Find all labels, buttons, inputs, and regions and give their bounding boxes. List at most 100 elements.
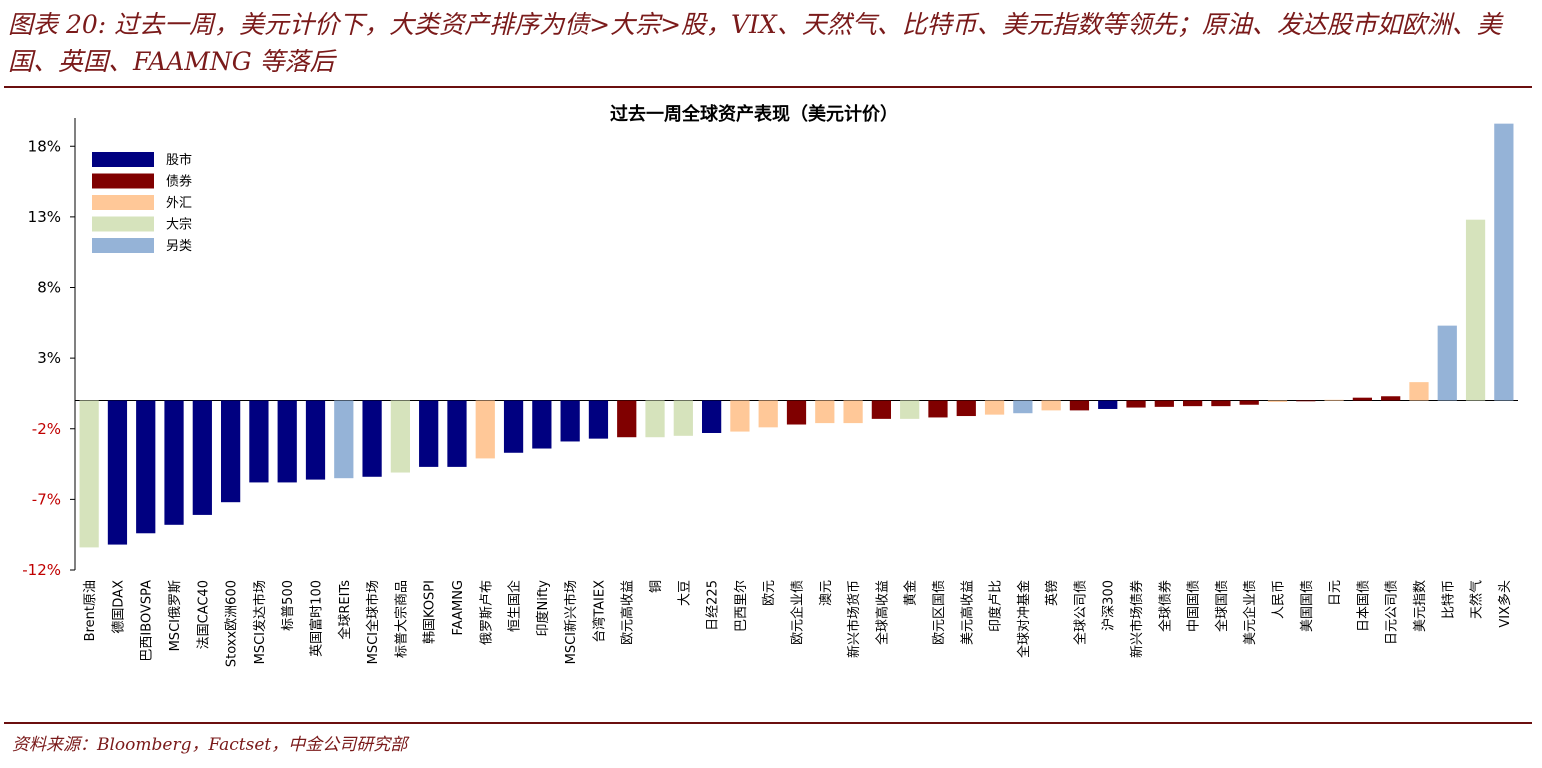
bar <box>758 400 778 428</box>
bar <box>277 400 297 483</box>
bar <box>79 400 99 548</box>
x-tick-label: 全球高收益 <box>874 580 890 645</box>
bar <box>419 400 439 467</box>
bar <box>1437 325 1457 401</box>
y-tick-label: -2% <box>32 420 61 438</box>
top-divider <box>4 86 1532 88</box>
bar <box>786 400 807 425</box>
x-tick-label: 美国国债 <box>1300 580 1315 632</box>
chart-title: 过去一周全球资产表现（美元计价） <box>610 103 898 125</box>
y-tick-label: 3% <box>37 349 61 367</box>
x-tick-label: MSCI新兴市场 <box>563 580 579 664</box>
x-tick-label: MSCI俄罗斯 <box>168 580 183 651</box>
x-tick-label: 全球REITs <box>337 580 353 640</box>
x-tick-label: 欧元 <box>762 580 777 606</box>
x-tick-label: 人民币 <box>1272 580 1287 619</box>
bar <box>334 400 354 479</box>
bar-chart: 过去一周全球资产表现（美元计价） -12% -7% -2% 3% 8% 13% 18% Br… <box>22 103 1518 667</box>
x-tick-label: Stoxx欧洲600 <box>225 580 240 667</box>
figure-title: 图表 20: 过去一周，美元计价下，大类资产排序为债>大宗>股，VIX、天然气、… <box>8 10 1502 76</box>
x-tick-label: MSCI发达市场 <box>252 580 268 664</box>
x-tick-label: 美元高收益 <box>959 580 975 645</box>
bar <box>1041 400 1061 411</box>
y-axis: -12% -7% -2% 3% 8% 13% 18% <box>22 118 1518 579</box>
bar <box>390 400 411 473</box>
x-tick-label: 新兴市场货币 <box>846 580 862 658</box>
x-tick-label: 日元 <box>1328 580 1343 606</box>
bar <box>730 400 750 432</box>
bar <box>701 400 722 433</box>
bar <box>1239 400 1259 405</box>
x-tick-label: 沪深300 <box>1101 580 1117 631</box>
bar <box>532 400 552 449</box>
bar <box>447 400 467 467</box>
x-tick-label: 美元企业债 <box>1242 580 1258 645</box>
x-tick-label: 全球公司债 <box>1072 580 1088 645</box>
x-tick-label: MSCI全球市场 <box>365 580 381 664</box>
x-tick-label: 全球债券 <box>1157 580 1173 632</box>
x-tick-label: 恒生国企 <box>507 580 523 632</box>
bar <box>1296 400 1316 402</box>
x-tick-label: 美元指数 <box>1413 580 1428 632</box>
x-tick-label: 日经225 <box>706 580 721 631</box>
x-tick-label: 俄罗斯卢布 <box>478 580 494 645</box>
bar <box>305 400 326 480</box>
bar <box>1069 400 1090 411</box>
x-tick-label: Brent原油 <box>83 580 98 641</box>
x-tick-label: 澳元 <box>818 580 834 606</box>
legend-label: 外汇 <box>166 196 192 211</box>
x-axis-labels: Brent原油 德国DAX 巴西IBOVSPA MSCI俄罗斯 法国CAC40 Stoxx… <box>83 580 1513 667</box>
legend-swatch <box>92 238 154 253</box>
bar <box>871 400 892 419</box>
bar <box>588 400 609 439</box>
y-tick-label: -12% <box>22 561 61 579</box>
y-tick-label: 13% <box>28 208 61 226</box>
bar <box>900 400 920 419</box>
bar <box>1013 400 1033 414</box>
x-tick-label: 日元公司债 <box>1385 580 1400 645</box>
x-tick-label: 欧元高收益 <box>620 580 636 645</box>
x-tick-label: 德国DAX <box>111 580 126 634</box>
bar <box>560 400 580 442</box>
bar <box>503 400 524 453</box>
bar <box>1211 400 1231 407</box>
bar <box>107 400 128 545</box>
x-tick-label: 印度卢比 <box>988 580 1004 632</box>
x-tick-label: 比特币 <box>1441 580 1456 619</box>
bar <box>220 400 241 503</box>
x-tick-label: 英镑 <box>1044 580 1060 606</box>
bar <box>1126 400 1146 408</box>
bar <box>1324 399 1344 401</box>
x-tick-label: 铜 <box>649 580 664 593</box>
y-tick-label: 8% <box>37 279 61 297</box>
x-tick-label: 英国富时100 <box>309 580 325 657</box>
x-tick-label: 全球对冲基金 <box>1016 580 1032 658</box>
source-note: 资料来源：Bloomberg，Factset，中金公司研究部 <box>12 735 408 755</box>
x-tick-label: 天然气 <box>1469 580 1485 619</box>
bar <box>1098 400 1118 409</box>
legend-swatch <box>92 195 154 210</box>
x-tick-label: 巴西IBOVSPA <box>140 580 155 662</box>
x-tick-label: 标普500 <box>281 580 296 631</box>
x-tick-label: 印度Nifty <box>535 580 551 637</box>
bar <box>1381 396 1401 401</box>
x-tick-label: 欧元企业债 <box>790 580 806 645</box>
bar <box>192 400 212 515</box>
legend-swatch <box>92 173 154 189</box>
bar <box>1182 400 1203 407</box>
bar <box>843 400 863 424</box>
bar <box>1154 400 1174 407</box>
bottom-divider <box>4 722 1532 724</box>
bar <box>249 400 269 483</box>
x-tick-label: 黄金 <box>903 580 919 606</box>
legend-swatch <box>92 152 154 167</box>
bar <box>362 400 382 477</box>
bar <box>815 400 835 424</box>
x-tick-label: 巴西里尔 <box>734 580 749 632</box>
bar <box>617 400 637 438</box>
bar <box>928 400 948 418</box>
bar <box>475 400 495 459</box>
bar-series <box>79 123 1514 548</box>
bar <box>164 400 184 525</box>
x-tick-label: 台湾TAIEX <box>591 580 607 643</box>
